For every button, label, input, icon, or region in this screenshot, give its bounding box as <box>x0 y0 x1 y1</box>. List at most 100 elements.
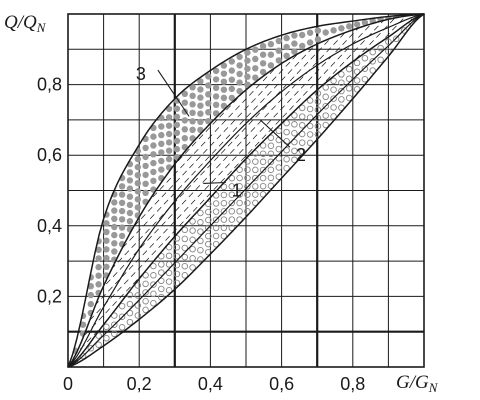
open-circle-mark <box>134 312 142 319</box>
dot-mark <box>158 149 165 156</box>
open-circle-mark <box>126 318 134 326</box>
dot-mark <box>244 73 251 80</box>
open-circle-mark <box>306 131 314 138</box>
open-circle-mark <box>197 219 204 226</box>
dot-mark <box>142 180 149 187</box>
open-circle-mark <box>165 252 173 260</box>
dot-mark <box>220 62 228 69</box>
dot-mark <box>118 183 126 190</box>
leader-line <box>259 119 291 148</box>
dot-mark <box>252 55 259 63</box>
open-circle-mark <box>142 280 149 288</box>
open-circle-mark <box>244 191 251 198</box>
hatch-line <box>0 0 43 400</box>
open-circle-mark <box>244 158 251 165</box>
dot-mark <box>79 321 87 328</box>
axes <box>67 13 425 368</box>
hatch-line <box>446 0 480 400</box>
hatch-line <box>455 0 480 400</box>
open-circle-mark <box>252 166 259 174</box>
dot-mark <box>165 122 173 129</box>
open-circle-mark <box>377 44 384 52</box>
open-circle-mark <box>259 150 267 157</box>
dot-mark <box>259 51 267 58</box>
hatch-line <box>68 14 152 367</box>
open-circle-mark <box>267 158 275 166</box>
dot-mark <box>228 94 235 102</box>
dot-mark <box>189 92 196 100</box>
dot-mark <box>212 110 220 117</box>
dot-mark <box>330 27 337 34</box>
dot-mark <box>252 65 259 72</box>
hatch-line <box>68 14 251 367</box>
dot-mark <box>126 169 134 176</box>
open-circle-mark <box>111 330 118 338</box>
open-circle-mark <box>259 174 267 182</box>
open-circle-mark <box>103 323 110 331</box>
open-circle-mark <box>322 112 329 119</box>
open-circle-mark <box>150 262 157 270</box>
x-tick-label: 0,6 <box>269 374 294 394</box>
dot-mark <box>111 207 118 214</box>
dot-mark <box>212 93 220 100</box>
open-circle-mark <box>392 35 400 43</box>
dot-mark <box>173 145 181 153</box>
open-circle-mark <box>291 112 298 119</box>
open-circle-mark <box>142 289 149 296</box>
dot-mark <box>291 48 298 55</box>
open-circle-mark <box>330 86 337 93</box>
open-circle-mark <box>306 122 314 130</box>
open-circle-mark <box>189 227 196 234</box>
dot-mark <box>165 155 173 163</box>
hatch-line <box>256 14 424 367</box>
dot-mark <box>299 31 306 39</box>
hatch-line <box>464 0 480 400</box>
open-circle-mark <box>275 173 283 180</box>
dot-mark <box>142 189 149 196</box>
dot-mark <box>197 78 204 85</box>
hatch-line <box>68 14 395 367</box>
hatch-line <box>68 14 215 367</box>
open-circle-mark <box>212 240 220 248</box>
open-circle-mark <box>369 58 376 65</box>
open-circle-mark <box>142 297 149 305</box>
open-circle-mark <box>283 155 290 163</box>
dot-mark <box>259 42 267 50</box>
hatch-line <box>319 14 424 367</box>
plot-frame <box>67 13 425 368</box>
dot-mark <box>212 67 220 75</box>
dot-mark <box>158 166 165 173</box>
hatch-line <box>0 0 25 400</box>
open-circle-mark <box>220 224 228 232</box>
open-circle-mark <box>158 269 165 276</box>
dot-mark <box>228 76 235 83</box>
open-circle-mark <box>165 269 173 277</box>
dot-mark <box>338 25 345 32</box>
hatch-line <box>68 14 125 367</box>
hatch-line <box>68 14 89 367</box>
open-circle-mark <box>244 208 251 215</box>
dot-mark <box>189 101 196 108</box>
dot-mark <box>212 101 220 109</box>
dot-mark <box>95 272 102 279</box>
open-circle-mark <box>111 321 118 328</box>
curve <box>67 13 425 368</box>
y-tick-label: 0,4 <box>37 216 62 236</box>
open-circle-mark <box>142 306 149 314</box>
hatch-line <box>211 14 424 367</box>
dot-mark <box>150 168 157 176</box>
dot-mark <box>111 215 118 222</box>
dot-mark <box>252 46 259 53</box>
hatch-line <box>301 14 424 367</box>
open-circle-mark <box>283 137 290 145</box>
open-circle-mark <box>228 224 236 232</box>
dot-mark <box>87 291 95 299</box>
open-circle-mark <box>283 164 290 172</box>
dot-mark <box>197 94 204 101</box>
dot-mark <box>220 70 228 77</box>
open-circle-mark <box>298 113 306 120</box>
open-circle-mark <box>267 174 275 182</box>
open-circle-mark <box>345 94 353 102</box>
open-circle-mark <box>205 216 212 224</box>
open-circle-mark <box>306 139 314 147</box>
